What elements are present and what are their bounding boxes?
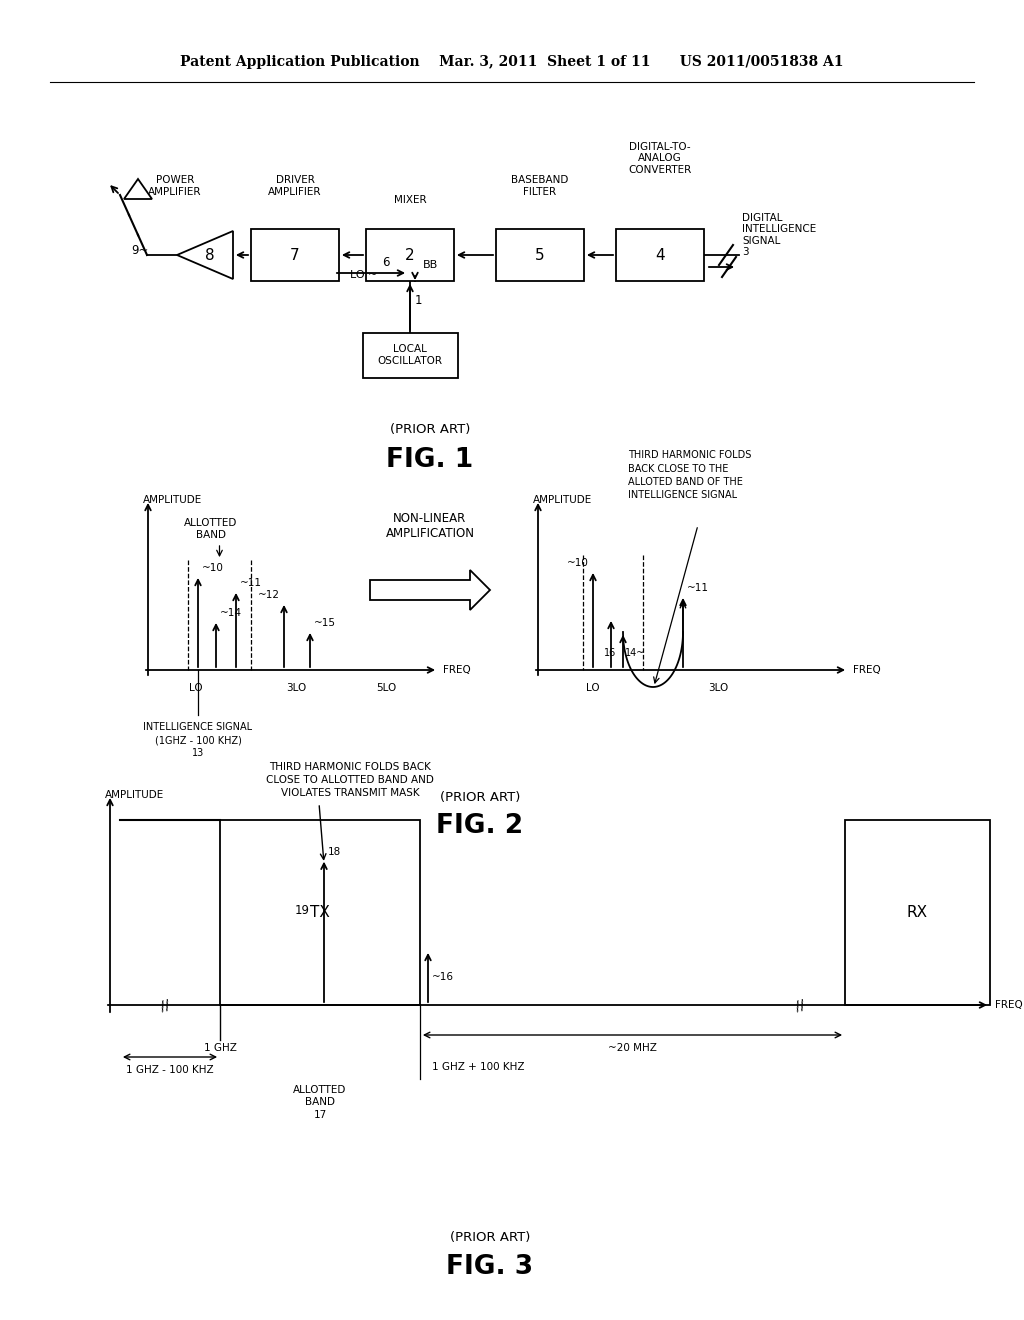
Text: 4: 4 <box>655 248 665 263</box>
Text: 1 GHZ - 100 KHZ: 1 GHZ - 100 KHZ <box>126 1065 214 1074</box>
Text: ALLOTTED
BAND: ALLOTTED BAND <box>184 519 238 540</box>
Bar <box>220 820 420 1005</box>
Text: THIRD HARMONIC FOLDS BACK
CLOSE TO ALLOTTED BAND AND
VIOLATES TRANSMIT MASK: THIRD HARMONIC FOLDS BACK CLOSE TO ALLOT… <box>266 762 434 799</box>
Text: 1 GHZ + 100 KHZ: 1 GHZ + 100 KHZ <box>432 1063 524 1072</box>
Text: FREQ: FREQ <box>995 1001 1023 1010</box>
Text: TX: TX <box>310 906 330 920</box>
Bar <box>251 228 339 281</box>
Text: ~11: ~11 <box>240 578 262 587</box>
Text: DRIVER
AMPLIFIER: DRIVER AMPLIFIER <box>268 176 322 197</box>
Text: DIGITAL
INTELLIGENCE
SIGNAL
3: DIGITAL INTELLIGENCE SIGNAL 3 <box>742 213 816 257</box>
Text: 7: 7 <box>290 248 300 263</box>
Text: FIG. 2: FIG. 2 <box>436 813 523 840</box>
Polygon shape <box>177 231 233 279</box>
Text: ~12: ~12 <box>258 590 280 601</box>
Text: 3LO: 3LO <box>286 682 306 693</box>
Text: FREQ: FREQ <box>443 665 471 675</box>
Text: ALLOTTED
BAND
17: ALLOTTED BAND 17 <box>293 1085 347 1119</box>
Text: (PRIOR ART): (PRIOR ART) <box>440 792 520 804</box>
Text: 1 GHZ: 1 GHZ <box>204 1043 237 1053</box>
Text: 5: 5 <box>536 248 545 263</box>
Text: LO ~: LO ~ <box>350 271 378 280</box>
Text: AMPLITUDE: AMPLITUDE <box>534 495 592 506</box>
Bar <box>845 820 990 1005</box>
Text: 18: 18 <box>328 846 341 857</box>
Text: LOCAL
OSCILLATOR: LOCAL OSCILLATOR <box>378 345 442 366</box>
Bar <box>366 228 454 281</box>
Text: ~14: ~14 <box>220 609 242 618</box>
Text: 19: 19 <box>295 903 310 916</box>
Bar <box>362 333 458 378</box>
Text: FIG. 1: FIG. 1 <box>386 447 474 473</box>
Text: ~20 MHZ: ~20 MHZ <box>608 1043 657 1053</box>
Text: ~11: ~11 <box>687 583 709 593</box>
Polygon shape <box>124 180 152 199</box>
Text: 16: 16 <box>604 648 616 657</box>
Text: BASEBAND
FILTER: BASEBAND FILTER <box>511 176 568 197</box>
Text: RX: RX <box>907 906 928 920</box>
Text: FIG. 3: FIG. 3 <box>446 1254 534 1280</box>
Text: ~16: ~16 <box>432 973 454 982</box>
Text: INTELLIGENCE SIGNAL
(1GHZ - 100 KHZ)
13: INTELLIGENCE SIGNAL (1GHZ - 100 KHZ) 13 <box>143 722 253 759</box>
Text: 2: 2 <box>406 248 415 263</box>
Text: 9~: 9~ <box>132 243 150 256</box>
Text: LO: LO <box>189 682 203 693</box>
Text: ~10: ~10 <box>202 564 224 573</box>
Bar <box>616 228 705 281</box>
Text: BB: BB <box>423 260 438 271</box>
Text: DIGITAL-TO-
ANALOG
CONVERTER: DIGITAL-TO- ANALOG CONVERTER <box>629 141 691 176</box>
Text: (PRIOR ART): (PRIOR ART) <box>390 424 470 437</box>
Text: Patent Application Publication    Mar. 3, 2011  Sheet 1 of 11      US 2011/00518: Patent Application Publication Mar. 3, 2… <box>180 55 844 69</box>
Text: 1: 1 <box>415 294 423 308</box>
Bar <box>496 228 584 281</box>
Text: 14~: 14~ <box>625 648 645 657</box>
Text: ~15: ~15 <box>314 618 336 628</box>
Text: ~10: ~10 <box>567 558 589 568</box>
Text: MIXER: MIXER <box>393 195 426 205</box>
Text: AMPLITUDE: AMPLITUDE <box>105 789 164 800</box>
Text: THIRD HARMONIC FOLDS
BACK CLOSE TO THE
ALLOTED BAND OF THE
INTELLIGENCE SIGNAL: THIRD HARMONIC FOLDS BACK CLOSE TO THE A… <box>628 450 752 500</box>
Text: POWER
AMPLIFIER: POWER AMPLIFIER <box>148 176 202 197</box>
Text: 3LO: 3LO <box>708 682 728 693</box>
Text: (PRIOR ART): (PRIOR ART) <box>450 1232 530 1245</box>
Text: //: // <box>159 997 171 1012</box>
Text: AMPLITUDE: AMPLITUDE <box>143 495 203 506</box>
Text: 6: 6 <box>382 256 389 269</box>
Polygon shape <box>370 570 490 610</box>
Text: LO: LO <box>586 682 600 693</box>
Text: 8: 8 <box>205 248 215 263</box>
Text: NON-LINEAR
AMPLIFICATION: NON-LINEAR AMPLIFICATION <box>385 512 474 540</box>
Text: //: // <box>794 997 806 1012</box>
Text: FREQ: FREQ <box>853 665 881 675</box>
Text: 5LO: 5LO <box>376 682 396 693</box>
